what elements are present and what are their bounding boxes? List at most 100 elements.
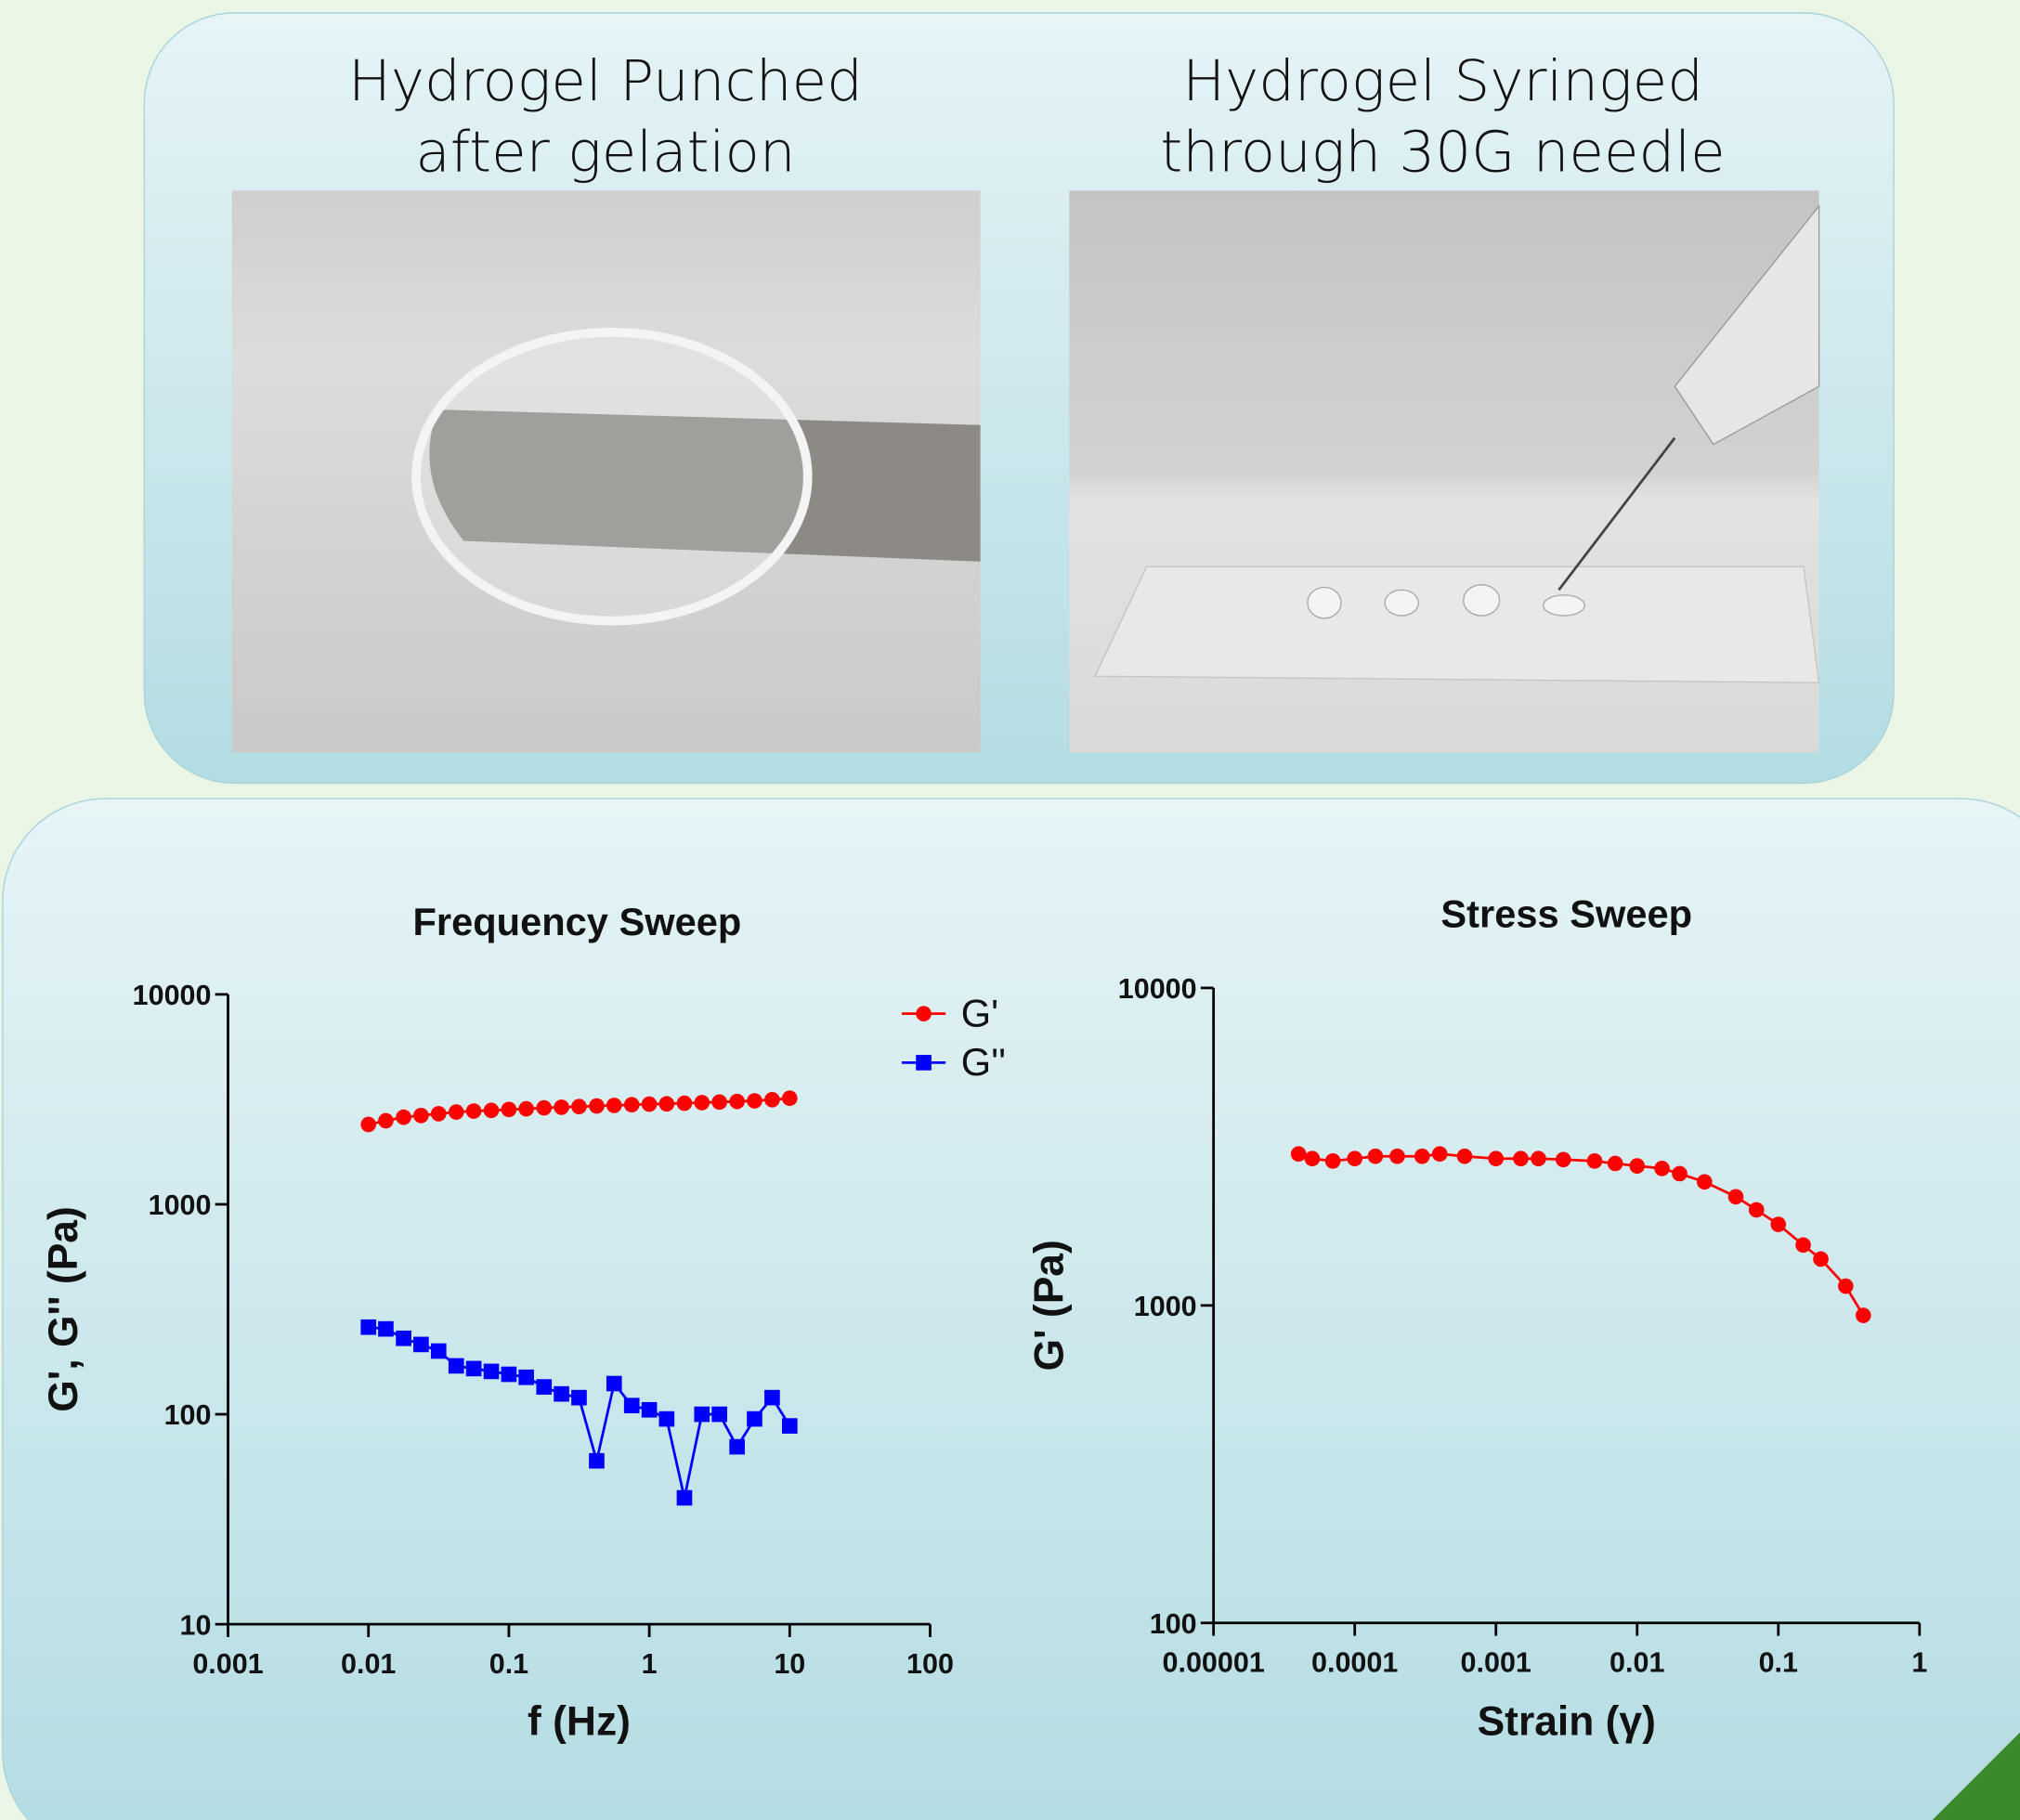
- data-point: [711, 1094, 727, 1110]
- data-point: [518, 1101, 534, 1117]
- data-point: [782, 1090, 798, 1106]
- data-point: [1728, 1189, 1744, 1204]
- data-point: [764, 1390, 780, 1406]
- data-point: [502, 1101, 517, 1117]
- data-point: [1368, 1149, 1384, 1164]
- data-point: [1795, 1237, 1811, 1253]
- x-tick-label: 0.0001: [1311, 1646, 1398, 1678]
- data-point: [1291, 1146, 1307, 1162]
- gel-drop: [1544, 595, 1584, 616]
- data-point: [1838, 1279, 1854, 1294]
- data-point: [1629, 1158, 1645, 1174]
- x-tick-label: 10: [774, 1648, 805, 1680]
- data-point: [431, 1344, 447, 1359]
- data-point: [1697, 1174, 1713, 1190]
- data-point: [589, 1453, 605, 1469]
- data-point: [413, 1108, 429, 1124]
- hydrogel-disk: [416, 332, 808, 621]
- data-point: [1347, 1150, 1362, 1166]
- data-point: [624, 1398, 640, 1413]
- data-point: [1749, 1202, 1765, 1218]
- data-point: [1432, 1146, 1448, 1162]
- data-point: [1813, 1252, 1829, 1268]
- photo: [232, 190, 981, 752]
- data-point: [782, 1418, 798, 1434]
- data-point: [1770, 1216, 1786, 1232]
- x-tick-label: 0.1: [1759, 1646, 1798, 1678]
- y-tick-label: 10000: [1118, 973, 1197, 1005]
- data-point: [554, 1099, 569, 1115]
- y-tick-label: 10: [180, 1609, 212, 1641]
- data-point: [1531, 1150, 1546, 1166]
- x-tick-label: 1: [1911, 1646, 1927, 1678]
- data-point: [571, 1098, 587, 1114]
- x-tick-label: 0.01: [1609, 1646, 1664, 1678]
- gel-drop: [1308, 588, 1341, 618]
- data-point: [642, 1097, 658, 1112]
- data-point: [571, 1390, 587, 1406]
- data-point: [1556, 1151, 1571, 1167]
- chart-title: Stress Sweep: [1440, 892, 1692, 936]
- x-tick-label: 0.1: [489, 1648, 528, 1680]
- legend-marker: [916, 1006, 932, 1021]
- data-point: [449, 1104, 464, 1120]
- y-tick-label: 1000: [149, 1190, 212, 1221]
- y-axis-label: G' (Pa): [1026, 1240, 1072, 1371]
- data-point: [747, 1411, 762, 1427]
- legend-label: G': [961, 992, 998, 1035]
- x-tick-label: 0.01: [341, 1648, 396, 1680]
- data-point: [589, 1098, 605, 1114]
- y-tick-label: 1000: [1134, 1291, 1197, 1322]
- data-point: [360, 1320, 376, 1335]
- photo: [1069, 190, 1818, 752]
- page: {"photos": [ {"caption": ["Hydrogel Punc…: [0, 0, 2020, 1820]
- figure: Hydrogel Punched after gelation Hydrogel…: [0, 0, 2020, 1820]
- x-tick-label: 0.001: [1461, 1646, 1531, 1678]
- data-point: [1389, 1149, 1405, 1164]
- y-axis-label: G', G'' (Pa): [41, 1206, 86, 1412]
- data-point: [1587, 1153, 1603, 1169]
- data-point: [518, 1370, 534, 1385]
- data-point: [1414, 1149, 1430, 1164]
- data-point: [711, 1407, 727, 1423]
- x-tick-label: 100: [906, 1648, 954, 1680]
- x-tick-label: 1: [642, 1648, 658, 1680]
- y-tick-label: 100: [164, 1399, 212, 1431]
- chart-panel: [3, 799, 2020, 1820]
- data-point: [764, 1092, 780, 1108]
- x-tick-label: 0.001: [192, 1648, 263, 1680]
- data-point: [360, 1117, 376, 1133]
- x-tick-label: 0.00001: [1163, 1646, 1265, 1678]
- gel-drop: [1385, 590, 1418, 616]
- data-point: [606, 1098, 622, 1113]
- data-point: [449, 1358, 464, 1374]
- data-point: [413, 1337, 429, 1353]
- data-point: [694, 1095, 710, 1111]
- x-axis-label: Strain (γ): [1478, 1698, 1656, 1744]
- data-point: [431, 1106, 447, 1122]
- data-point: [1654, 1161, 1670, 1176]
- chart-title: Frequency Sweep: [413, 900, 742, 943]
- data-point: [642, 1402, 658, 1418]
- data-point: [536, 1100, 552, 1116]
- data-point: [1608, 1156, 1623, 1172]
- data-point: [484, 1364, 500, 1380]
- photo-caption: through 30G needle: [1160, 119, 1725, 185]
- data-point: [466, 1103, 482, 1119]
- data-point: [1488, 1150, 1504, 1166]
- glass-slide: [1095, 566, 1819, 682]
- photo-caption: Hydrogel Syringed: [1182, 48, 1703, 114]
- data-point: [677, 1490, 693, 1506]
- data-point: [378, 1321, 394, 1337]
- data-point: [677, 1096, 693, 1112]
- gel-drop: [1464, 585, 1500, 616]
- y-tick-label: 100: [1150, 1608, 1197, 1640]
- data-point: [1457, 1149, 1473, 1164]
- data-point: [502, 1367, 517, 1383]
- data-point: [1325, 1153, 1341, 1169]
- data-point: [606, 1376, 622, 1392]
- data-point: [484, 1103, 500, 1119]
- data-point: [624, 1097, 640, 1112]
- photo-caption: after gelation: [415, 119, 795, 185]
- data-point: [466, 1361, 482, 1377]
